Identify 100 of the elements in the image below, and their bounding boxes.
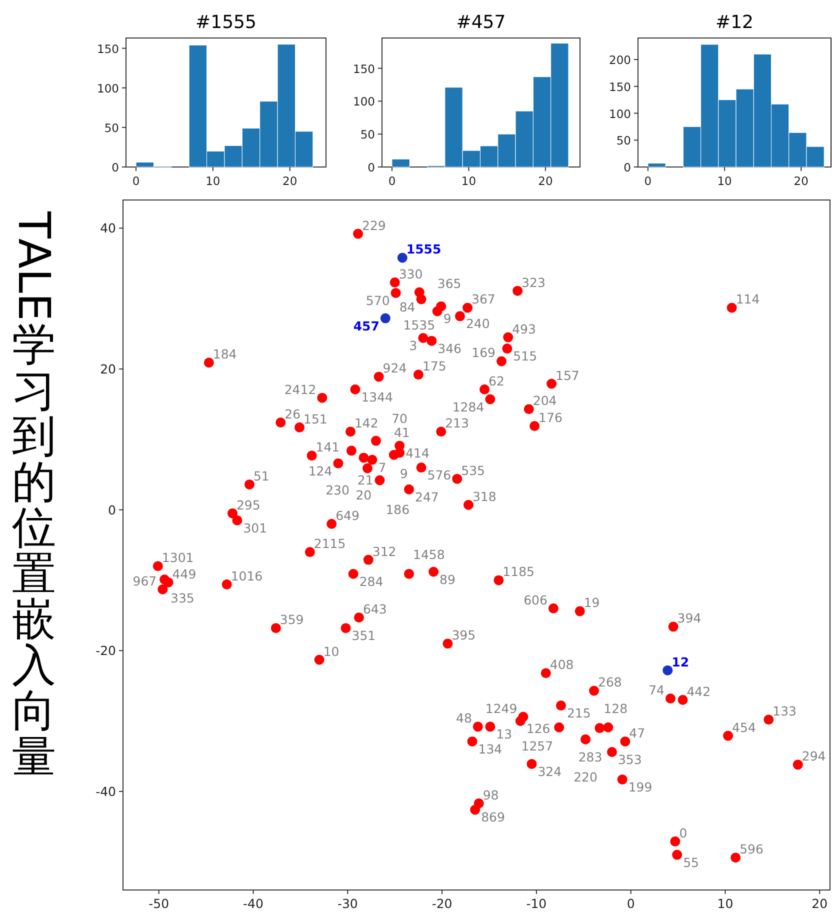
point-label: 1185 [502,564,534,580]
point-label: 126 [526,721,550,736]
y-tick-label: 50 [360,128,375,142]
y-tick-label: 100 [97,81,119,96]
y-tick-label: 40 [100,220,116,236]
point-label: 365 [437,276,462,292]
point-label: 220 [574,769,598,784]
x-tick-label: 10 [206,174,220,188]
point-label: 323 [522,274,546,290]
point-label: 9 [400,466,408,481]
point-label: 21 [357,472,374,488]
point-label: 346 [438,340,462,356]
point-label: 394 [677,610,702,626]
point-label: 128 [604,701,628,716]
y-tick-label: 150 [609,80,631,94]
y-tick-label: 150 [353,62,375,76]
x-tick-label: 0 [388,174,396,188]
y-tick-label: 50 [104,120,119,135]
chart-title: #457 [456,12,506,33]
point-label: 70 [392,410,408,426]
point-label: 294 [802,748,826,764]
point [662,665,673,676]
point-label: 449 [172,566,196,582]
point-label: 10 [323,644,340,659]
point-label: 0 [679,825,688,840]
point-label: 295 [236,497,260,512]
point-label: 213 [445,416,469,431]
point-label: 247 [415,489,439,504]
point-label: 229 [362,218,386,233]
point-label: 924 [382,360,407,376]
point-label: 62 [488,373,504,388]
point-label: 284 [359,574,384,589]
point-label: 414 [406,446,430,461]
point-label: 454 [732,720,756,735]
point-label: 142 [354,416,378,431]
point-label: 98 [482,787,499,802]
x-tick-label: -40 [243,896,264,911]
point-label: 324 [538,764,562,779]
point-label: 114 [736,292,760,307]
x-tick-label: -50 [148,896,170,911]
point-label: 20 [356,488,372,503]
point-label: 535 [461,462,485,478]
point-label: 2412 [284,382,316,397]
x-tick-label: 20 [794,174,808,188]
y-tick-label: -40 [96,784,116,799]
point-label: 3 [409,338,418,353]
point-label: 19 [584,595,600,610]
point-label: 335 [170,590,194,606]
y-tick-label: 150 [97,42,119,56]
point-label: 596 [740,842,764,857]
x-tick-label: 10 [461,174,476,188]
point-label: 2115 [314,536,346,552]
point-label: 359 [280,612,304,628]
x-tick-label: 20 [812,896,828,911]
point-label: 169 [472,345,496,360]
point-label: 141 [316,440,340,455]
point-label: 176 [538,410,562,425]
point-label: 268 [598,674,622,690]
y-tick-label: 0 [108,502,116,518]
point-label: 157 [556,368,580,383]
y-tick-label: -20 [96,643,116,658]
point-label: 318 [472,488,496,504]
point-label: 330 [398,266,423,282]
point-label: 55 [683,854,699,870]
point-label: 869 [481,810,505,825]
point-label: 649 [336,508,360,523]
x-tick-label: 10 [717,896,734,911]
point-label: 151 [304,411,328,426]
point-label: 51 [253,468,270,484]
x-tick-label: 0 [132,174,140,188]
point-label: 367 [472,292,496,307]
y-tick-label: 200 [609,53,631,67]
point-label: 12 [672,654,690,670]
point-label: 9 [443,311,452,326]
point-label: 395 [452,628,476,643]
point-label: 493 [512,321,536,336]
point-label: 240 [466,316,490,332]
point-label: 199 [628,779,652,794]
point-label: 1257 [521,738,554,754]
x-tick-label: -20 [432,896,452,911]
y-axis-title: TALE学习到的位置嵌入向量 [8,212,59,782]
point-label: 408 [550,657,574,672]
point-label: 84 [399,299,416,314]
point-label: 175 [422,358,446,374]
point-label: 204 [532,393,557,408]
point [397,252,408,263]
point-label: 570 [366,292,390,308]
point-label: 1284 [452,399,484,414]
x-tick-label: 0 [644,174,652,188]
y-tick-label: 0 [624,160,631,174]
point-label: 48 [456,710,472,726]
x-tick-label: 20 [538,174,553,188]
point-label: 1016 [230,568,263,584]
point-label: 967 [132,573,157,588]
point-label: 576 [427,468,452,483]
x-tick-label: 20 [282,174,298,188]
point-label: 353 [618,752,642,767]
point-label: 13 [496,726,512,742]
y-tick-label: 0 [368,160,375,174]
point-label: 515 [513,348,538,364]
